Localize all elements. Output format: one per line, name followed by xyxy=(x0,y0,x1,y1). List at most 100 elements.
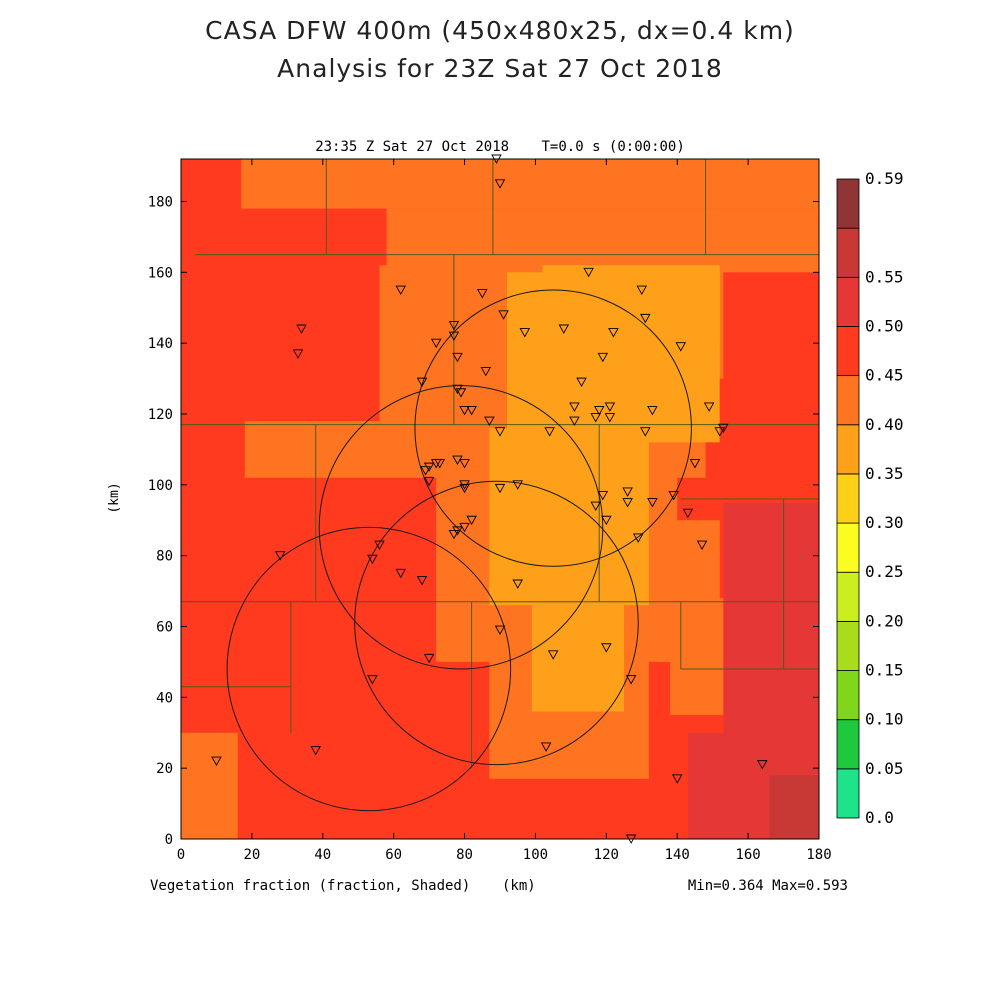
y-tick-label: 120 xyxy=(148,407,173,423)
x-tick-label: 120 xyxy=(594,847,619,863)
station-marker xyxy=(583,267,594,278)
field-region xyxy=(769,775,819,839)
station-marker xyxy=(416,576,428,586)
station-marker xyxy=(512,480,523,490)
y-tick-label: 0 xyxy=(165,832,173,848)
station-marker xyxy=(480,367,492,377)
station-marker xyxy=(455,388,467,398)
plot-t: T=0.0 s (0:00:00) xyxy=(542,139,685,155)
colorbar-swatch xyxy=(836,670,860,721)
x-tick-label: 80 xyxy=(456,847,473,863)
colorbar-swatch xyxy=(836,719,860,770)
y-tick-label: 80 xyxy=(156,549,173,565)
station-marker xyxy=(625,675,637,685)
radar-ring xyxy=(414,289,692,567)
station-marker xyxy=(452,352,463,363)
station-marker xyxy=(395,568,407,579)
colorbar-label: 0.30 xyxy=(865,513,904,532)
x-tick-label: 60 xyxy=(385,847,402,863)
station-marker xyxy=(597,491,609,501)
x-tick-label: 100 xyxy=(523,847,548,863)
colorbar-label: 0.35 xyxy=(865,464,904,483)
station-marker xyxy=(696,540,708,550)
station-marker xyxy=(466,515,477,526)
station-marker xyxy=(647,498,658,508)
station-marker xyxy=(459,480,470,490)
colorbar-label: 0.10 xyxy=(865,710,904,729)
station-marker xyxy=(452,455,463,465)
field-region xyxy=(241,159,819,209)
station-marker xyxy=(604,402,616,412)
station-marker xyxy=(604,413,616,423)
station-marker xyxy=(601,515,612,526)
station-marker xyxy=(448,529,460,540)
x-tick-label: 0 xyxy=(177,847,185,863)
station-marker xyxy=(367,675,378,685)
station-marker xyxy=(632,533,644,543)
colorbar-label: 0.40 xyxy=(865,415,904,434)
station-marker xyxy=(682,508,694,519)
colorbar-swatch xyxy=(836,424,860,475)
radar-ring xyxy=(354,480,639,766)
station-marker xyxy=(448,321,460,331)
station-marker xyxy=(593,406,605,416)
field-region xyxy=(531,591,625,712)
colorbar-label: 0.45 xyxy=(865,366,904,385)
colorbar-label: 0.50 xyxy=(865,316,904,335)
field-region xyxy=(542,265,720,344)
colorbar-label: 0.59 xyxy=(865,169,904,188)
x-tick-label: 160 xyxy=(735,847,760,863)
station-marker xyxy=(420,466,431,476)
station-marker xyxy=(310,746,321,756)
station-marker xyxy=(519,328,531,338)
station-marker xyxy=(675,342,687,352)
radar-ring xyxy=(226,526,512,812)
y-tick-label: 20 xyxy=(156,761,173,777)
colorbar: 0.0 0.05 0.10 0.15 0.20 0.25 0.30 0.35 0.40 0.45 0… xyxy=(836,169,904,827)
colorbar-swatch xyxy=(836,375,860,426)
station-marker xyxy=(477,289,488,299)
station-marker xyxy=(423,476,435,487)
colorbar-swatch xyxy=(836,178,860,229)
plot-time: 23:35 Z Sat 27 Oct 2018 xyxy=(315,139,509,155)
station-marker xyxy=(597,352,609,363)
station-marker xyxy=(640,427,651,437)
station-marker xyxy=(622,487,633,497)
station-marker xyxy=(569,416,580,427)
station-marker xyxy=(576,377,587,388)
station-marker xyxy=(367,554,378,565)
chart-title-line2: Analysis for 23Z Sat 27 Oct 2018 xyxy=(277,54,723,83)
station-marker xyxy=(395,285,407,295)
colorbar-swatch xyxy=(836,276,860,327)
station-marker xyxy=(703,402,715,412)
station-marker xyxy=(601,643,612,653)
colorbar-label: 0.55 xyxy=(865,267,904,286)
colorbar-swatch xyxy=(836,326,860,377)
colorbar-swatch xyxy=(836,571,860,622)
station-marker xyxy=(466,406,477,416)
station-marker xyxy=(494,427,506,437)
colorbar-label: 0.15 xyxy=(865,661,904,680)
y-tick-label: 160 xyxy=(148,265,173,281)
station-marker xyxy=(547,650,559,660)
station-marker xyxy=(452,384,463,395)
station-marker xyxy=(668,491,679,501)
field-label: Vegetation fraction (fraction, Shaded) xyxy=(150,878,470,894)
x-axis-label: (km) xyxy=(502,878,536,894)
station-marker xyxy=(608,328,619,338)
y-tick-label: 60 xyxy=(156,620,173,636)
station-marker xyxy=(459,522,470,533)
svg-text:23:35 Z Sat 27 Oct 2018 T=: 23:35 Z Sat 27 Oct 2018 T=0.0 s (0:00:00… xyxy=(315,139,685,155)
x-tick-label: 20 xyxy=(243,847,260,863)
chart-title-line1: CASA DFW 400m (450x480x25, dx=0.4 km) xyxy=(205,16,795,45)
station-marker xyxy=(689,459,701,469)
colorbar-swatch xyxy=(836,522,860,573)
station-marker xyxy=(718,423,729,434)
station-markers xyxy=(211,154,768,844)
station-marker xyxy=(211,756,222,767)
station-marker xyxy=(434,459,446,469)
station-marker xyxy=(569,402,580,412)
x-tick-label: 140 xyxy=(665,847,690,863)
colorbar-swatch xyxy=(836,227,860,278)
